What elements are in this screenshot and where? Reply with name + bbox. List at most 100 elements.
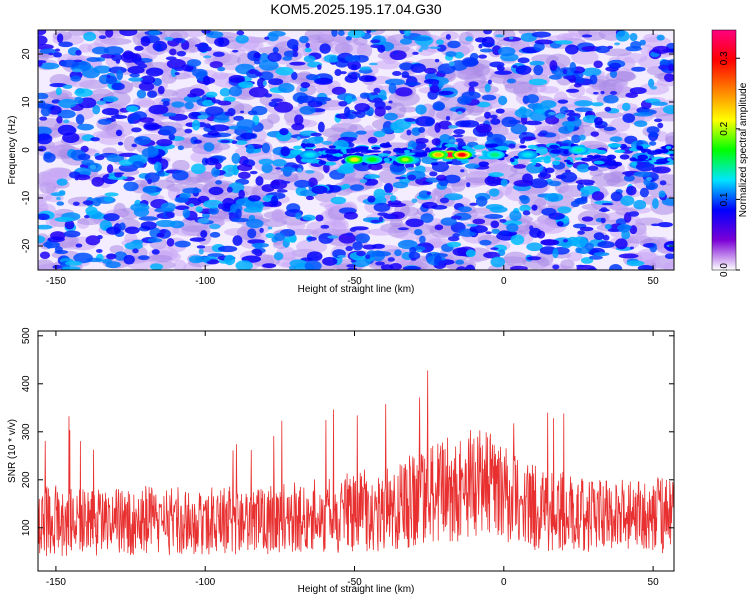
snr-x-tick-label: -50 — [347, 577, 362, 588]
heatmap-cell — [111, 82, 125, 91]
page-title: KOM5.2025.195.17.04.G30 — [270, 1, 442, 17]
heatmap-cell — [474, 37, 488, 43]
heatmap-cell — [295, 212, 302, 220]
heatmap-cell — [420, 44, 429, 50]
heatmap-cell — [325, 149, 340, 154]
heatmap-texture — [601, 30, 619, 36]
heatmap-cell — [628, 211, 640, 217]
heatmap-cell — [292, 150, 300, 155]
heatmap-cell — [506, 78, 516, 84]
heatmap-cell — [364, 174, 381, 179]
heatmap-cell — [580, 257, 594, 264]
heatmap-cell — [383, 157, 390, 162]
heatmap-cell — [654, 149, 664, 153]
heatmap-cell — [240, 132, 256, 140]
heatmap-cell — [526, 242, 543, 252]
heatmap-cell — [502, 220, 523, 226]
heatmap-cell — [431, 138, 441, 146]
heatmap-cell — [472, 218, 486, 225]
heatmap-cell — [379, 144, 393, 148]
heatmap-cell — [341, 183, 351, 189]
heatmap-y-tick-label: 20 — [21, 48, 32, 60]
colorbar-tick-label: 0.3 — [719, 51, 730, 65]
heatmap-cell — [587, 267, 598, 270]
heatmap-cell — [113, 172, 125, 175]
heatmap-cell — [574, 107, 593, 113]
heatmap-cell — [259, 227, 264, 233]
heatmap-cell — [513, 164, 527, 169]
heatmap-cell — [509, 36, 514, 40]
heatmap-cell — [171, 101, 185, 108]
heatmap-cell — [43, 152, 56, 163]
heatmap-cell — [74, 174, 79, 181]
heatmap-cell — [50, 192, 66, 197]
snr-y-tick-label: 100 — [21, 519, 32, 536]
heatmap-cell — [368, 62, 379, 66]
heatmap-cell — [331, 86, 347, 95]
heatmap-cell — [478, 161, 489, 167]
heatmap-cell — [186, 59, 202, 67]
heatmap-cell — [355, 233, 371, 244]
heatmap-cell — [147, 238, 163, 243]
heatmap-cell — [375, 261, 385, 266]
heatmap-cell — [529, 159, 544, 163]
heatmap-cell — [166, 238, 175, 247]
heatmap-cell — [399, 62, 414, 71]
heatmap-cell — [123, 254, 135, 265]
heatmap-cell — [122, 50, 134, 60]
heatmap-cell — [426, 191, 431, 195]
heatmap-cell — [614, 42, 621, 46]
heatmap-cell — [604, 106, 612, 112]
heatmap-cell — [297, 168, 303, 173]
heatmap-cell — [169, 48, 177, 56]
heatmap-cell — [646, 126, 660, 134]
heatmap-cell — [667, 64, 674, 72]
heatmap-cell — [337, 30, 345, 36]
heatmap-cell — [215, 180, 222, 185]
heatmap-hotspot — [458, 153, 466, 157]
heatmap-cell — [544, 192, 564, 202]
heatmap-cell — [227, 167, 233, 173]
heatmap-cell — [637, 264, 655, 270]
heatmap-cell — [102, 96, 119, 103]
heatmap-cell — [494, 70, 512, 75]
heatmap-cell — [264, 36, 270, 40]
heatmap-cell — [165, 211, 175, 217]
heatmap-cell — [162, 112, 177, 117]
heatmap-cell — [209, 223, 221, 230]
heatmap-cell — [409, 246, 417, 254]
heatmap-cell — [371, 251, 392, 257]
heatmap-cell — [85, 206, 98, 216]
heatmap-cell — [633, 112, 653, 117]
heatmap-cell — [205, 46, 212, 52]
heatmap-cell — [105, 75, 118, 85]
heatmap-cell — [304, 143, 316, 148]
heatmap-cell — [633, 199, 647, 210]
heatmap-cell — [607, 143, 622, 148]
heatmap-cell — [615, 30, 630, 42]
heatmap-cell — [195, 256, 211, 263]
heatmap-cell — [414, 228, 423, 236]
heatmap-cell — [131, 127, 142, 133]
heatmap-texture — [663, 261, 674, 270]
heatmap-cell — [500, 178, 508, 187]
heatmap-cell — [432, 101, 445, 112]
heatmap-cell — [609, 136, 623, 143]
heatmap-cell — [39, 116, 48, 121]
heatmap-cell — [653, 166, 662, 172]
heatmap-cell — [261, 163, 273, 174]
heatmap-texture — [324, 221, 347, 235]
heatmap-cell — [629, 246, 635, 250]
snr-x-tick-label: 50 — [648, 577, 660, 588]
heatmap-cell — [266, 33, 279, 42]
heatmap-cell — [139, 117, 155, 123]
heatmap-cell — [487, 79, 492, 85]
heatmap-texture — [334, 42, 353, 55]
heatmap-cell — [646, 176, 652, 182]
heatmap-cell — [119, 30, 138, 37]
heatmap-cell — [617, 224, 631, 233]
heatmap-cell — [429, 171, 438, 177]
heatmap-texture — [504, 81, 533, 94]
heatmap-cell — [370, 44, 381, 49]
heatmap-cell — [393, 118, 412, 130]
